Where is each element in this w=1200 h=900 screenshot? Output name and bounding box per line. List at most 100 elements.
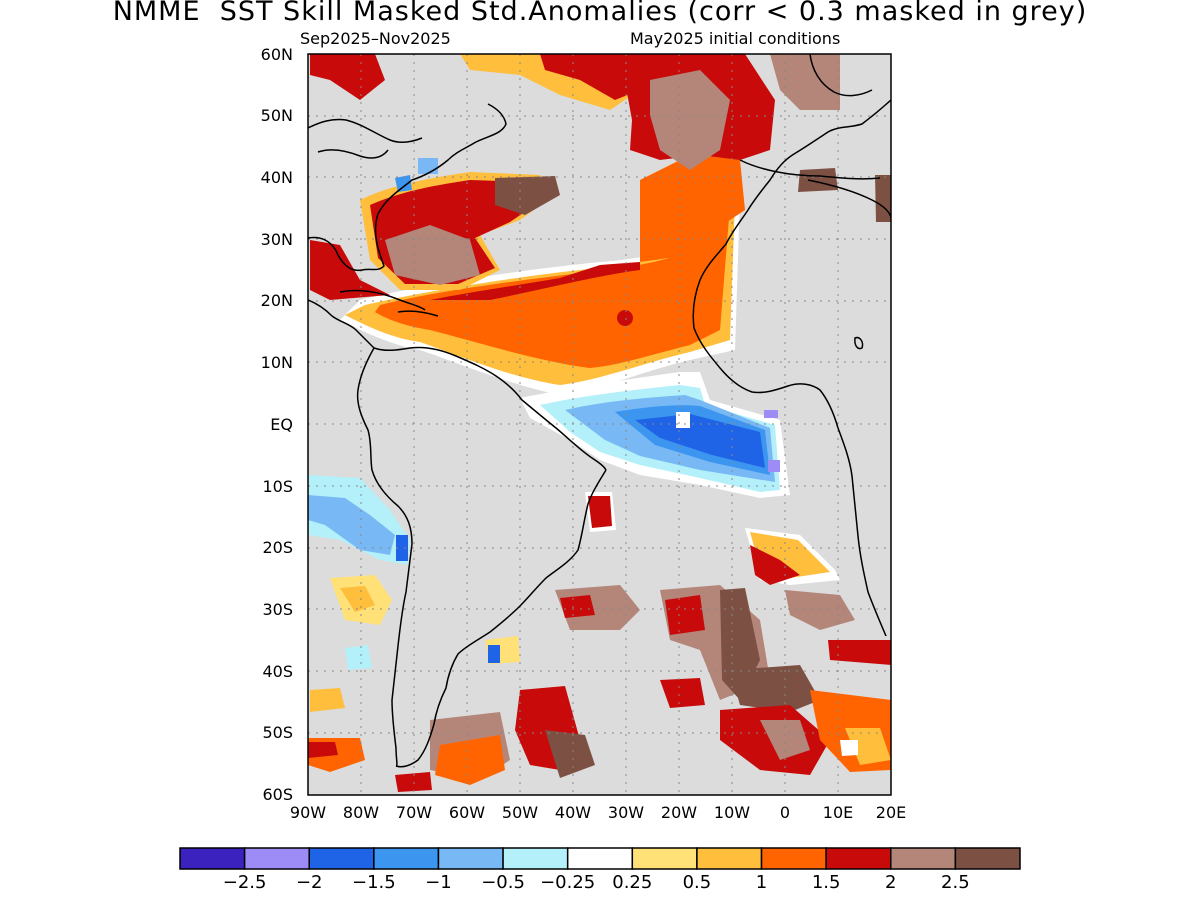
- colorbar-swatch: [696, 847, 763, 870]
- anomaly-region: [395, 175, 412, 192]
- map-title: NMME SST Skill Masked Std.Anomalies (cor…: [112, 0, 1088, 27]
- anomaly-region: [760, 720, 810, 760]
- lon-label: 20E: [875, 803, 907, 822]
- colorbar-tick-label: 0.25: [612, 872, 653, 893]
- coastline-mediterranean: [807, 179, 891, 219]
- coastline-scandinavia: [809, 54, 873, 97]
- colorbar-swatch: [954, 847, 1021, 870]
- lat-label: 40S: [262, 662, 293, 681]
- lat-label: 20N: [260, 291, 293, 310]
- anomaly-region: [545, 730, 595, 778]
- forecast-period: Sep2025–Nov2025: [300, 29, 451, 48]
- anomaly-region: [798, 168, 838, 192]
- lat-label: 30S: [262, 600, 293, 619]
- colorbar-swatch: [890, 847, 957, 870]
- anomaly-region: [650, 70, 730, 170]
- coastlines: [308, 54, 891, 768]
- colorbar-tick-label: −2: [295, 872, 323, 893]
- colorbar-swatch: [243, 847, 310, 870]
- coastline-gulf-of-mexico: [308, 299, 375, 349]
- lon-label: 80W: [342, 803, 380, 822]
- lat-label: 60N: [260, 45, 293, 64]
- colorbar-tick-label: 0.5: [682, 872, 712, 893]
- colorbar-swatch: [631, 847, 698, 870]
- anomaly-region: [418, 158, 438, 174]
- colorbar-tick-label: −1.5: [351, 872, 396, 893]
- anomaly-region: [828, 640, 891, 665]
- anomaly-region: [555, 585, 640, 630]
- initial-conditions: May2025 initial conditions: [630, 29, 841, 48]
- anomaly-region: [310, 688, 345, 712]
- lat-label: 40N: [260, 168, 293, 187]
- coastline-north-america: [308, 103, 507, 272]
- anomaly-region: [768, 460, 780, 472]
- anomaly-region: [840, 740, 858, 756]
- anomaly-region: [385, 225, 480, 285]
- anomaly-field: [308, 54, 891, 792]
- lat-label: 50S: [262, 723, 293, 742]
- anomaly-region: [396, 535, 408, 561]
- map-area: [308, 54, 891, 795]
- colorbar-tick-label: 2.5: [941, 872, 970, 893]
- colorbar-tick-label: −1: [425, 872, 452, 893]
- coastline-east-south-america: [395, 469, 607, 768]
- coastline-bioko-island: [854, 336, 864, 350]
- anomaly-region: [770, 54, 840, 110]
- anomaly-region: [676, 412, 690, 428]
- anomaly-region: [785, 590, 855, 630]
- anomaly-region: [495, 176, 560, 215]
- colorbar-swatch: [825, 847, 892, 870]
- lat-label: 60S: [262, 785, 293, 804]
- coastline-hudson: [308, 118, 423, 143]
- colorbar-swatch: [437, 847, 504, 870]
- coastline-gulf-st-lawrence: [317, 149, 389, 159]
- lon-label: 10W: [713, 803, 751, 822]
- colorbar-swatch: [760, 847, 827, 870]
- colorbar-tick-label: −0.25: [540, 872, 596, 893]
- colorbar-tick-label: 1.5: [811, 872, 841, 893]
- coastline-cuba: [339, 289, 426, 311]
- lat-label: 10N: [260, 353, 293, 372]
- anomaly-region: [310, 54, 385, 100]
- map-frame: [307, 53, 892, 796]
- gridlines: [308, 54, 891, 795]
- colorbar-tick-label: 2: [885, 872, 897, 893]
- anomaly-region: [345, 645, 372, 670]
- colorbar-swatch: [373, 847, 440, 870]
- anomaly-region: [730, 665, 820, 712]
- lat-label: 30N: [260, 230, 293, 249]
- anomaly-region: [560, 595, 595, 618]
- colorbar-swatch: [179, 847, 246, 870]
- lon-label: 20W: [660, 803, 698, 822]
- lat-label: EQ: [270, 415, 293, 434]
- colorbar-swatch: [308, 847, 375, 870]
- colorbar-swatch: [502, 847, 569, 870]
- anomaly-region: [750, 545, 800, 585]
- colorbar: [179, 847, 1021, 870]
- anomaly-region: [617, 310, 633, 326]
- coastline-africa: [692, 99, 891, 637]
- anomaly-region: [588, 496, 612, 528]
- lon-label: 60W: [448, 803, 486, 822]
- anomaly-region: [340, 586, 375, 612]
- anomaly-region: [640, 150, 745, 262]
- anomaly-region: [845, 728, 891, 765]
- lon-label: 90W: [289, 803, 327, 822]
- lat-label: 50N: [260, 106, 293, 125]
- colorbar-tick-label: −2.5: [222, 872, 267, 893]
- anomaly-region: [540, 54, 640, 100]
- anomaly-region: [488, 645, 500, 663]
- anomaly-region: [308, 495, 395, 555]
- coastline-hispaniola: [397, 310, 439, 317]
- colorbar-swatch: [566, 847, 634, 870]
- lon-label: 50W: [501, 803, 539, 822]
- lon-label: 30W: [607, 803, 645, 822]
- coastline-north-south-america: [373, 346, 607, 471]
- lat-label: 20S: [262, 538, 293, 557]
- lon-label: 10E: [822, 803, 854, 822]
- anomaly-region: [310, 240, 390, 300]
- lon-label: 40W: [554, 803, 592, 822]
- anomaly-region: [665, 595, 705, 635]
- anomaly-region: [435, 735, 505, 785]
